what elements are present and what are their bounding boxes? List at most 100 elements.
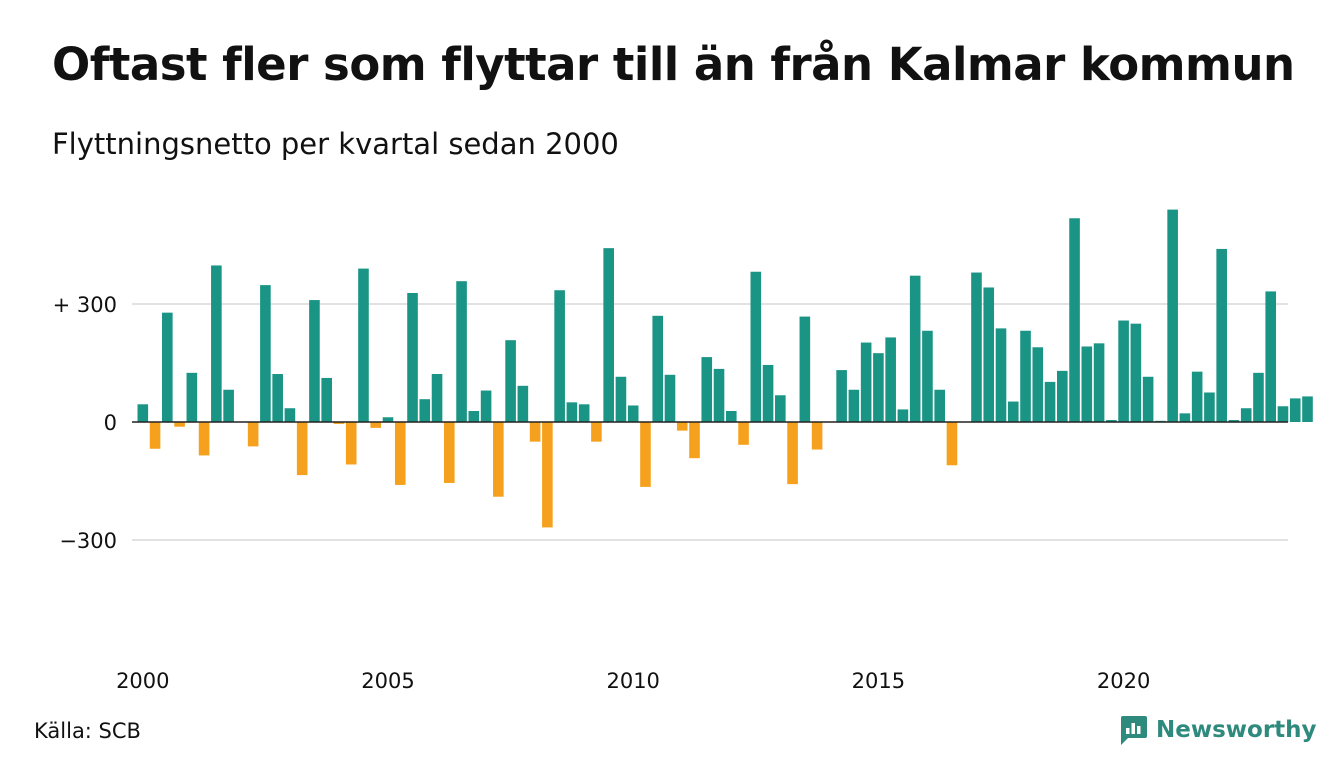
bar [860, 342, 872, 422]
bar [162, 312, 173, 422]
bar [946, 422, 958, 466]
bar [787, 422, 798, 485]
bar [1130, 323, 1142, 422]
x-tick-label: 2005 [361, 669, 414, 693]
bar [1302, 396, 1313, 422]
bar [358, 268, 369, 422]
y-tick-label: + 300 [53, 293, 117, 317]
bar [1277, 406, 1289, 422]
bar [554, 290, 565, 422]
bar [1253, 372, 1264, 422]
bar [1069, 218, 1080, 422]
y-tick-label: 0 [104, 411, 117, 435]
bar [186, 372, 198, 422]
brand-logo: Newsworthy [1118, 714, 1317, 746]
bar [247, 422, 259, 447]
bar [873, 353, 884, 422]
bar [272, 374, 283, 422]
bar [296, 422, 308, 476]
bar [1289, 398, 1301, 422]
bar [640, 422, 651, 487]
bar [137, 404, 149, 422]
bar [652, 315, 664, 422]
bar [615, 376, 627, 422]
bar [211, 265, 222, 422]
bar [174, 422, 185, 427]
source-note: Källa: SCB [34, 719, 141, 743]
bar [1167, 209, 1178, 422]
bar [333, 422, 345, 424]
bar [762, 364, 774, 422]
bar [505, 340, 516, 422]
bar-chart: + 300 0 −300 2000 2005 2010 2015 2020 [53, 209, 1313, 693]
bar [309, 300, 320, 422]
bar [897, 409, 909, 422]
chart-title: Oftast fler som flyttar till än från Kal… [52, 38, 1295, 91]
bar [676, 422, 688, 431]
bar [407, 292, 418, 422]
bar [1093, 343, 1105, 422]
bar [1191, 371, 1203, 422]
bar [480, 390, 492, 422]
bar [775, 395, 786, 422]
bar [321, 377, 332, 422]
newsworthy-logo-icon [1121, 716, 1147, 745]
bar [1020, 330, 1031, 422]
bar [1044, 381, 1056, 422]
bar [493, 422, 504, 497]
bar [1216, 248, 1227, 422]
bar [1032, 347, 1044, 422]
bar [394, 422, 406, 485]
bar [689, 422, 700, 459]
bar [1179, 413, 1191, 422]
x-tick-label: 2010 [606, 669, 659, 693]
bar [750, 271, 762, 422]
bar [1007, 401, 1019, 422]
bar [370, 422, 382, 428]
bar [738, 422, 749, 445]
bar [701, 357, 713, 422]
x-tick-label: 2000 [116, 669, 169, 693]
bar [713, 368, 725, 422]
bar [995, 328, 1007, 422]
brand-name: Newsworthy [1156, 717, 1317, 743]
chart-subtitle: Flyttningsnetto per kvartal sedan 2000 [52, 127, 619, 161]
bar [664, 374, 676, 422]
bar [223, 389, 234, 422]
bar [1081, 346, 1093, 422]
bar [922, 330, 933, 422]
x-tick-label: 2015 [852, 669, 905, 693]
bar [848, 389, 860, 422]
bar [1118, 320, 1129, 422]
bar [836, 370, 847, 422]
bar [971, 272, 982, 422]
bar [1265, 291, 1277, 422]
bar [468, 410, 480, 422]
bar [934, 389, 945, 422]
bar [1142, 376, 1154, 422]
bar [799, 316, 811, 422]
bar [591, 422, 602, 442]
bar [909, 275, 921, 422]
bar [198, 422, 210, 456]
bar [542, 422, 553, 528]
bar [566, 402, 578, 422]
bar [627, 405, 639, 422]
bar [149, 422, 161, 449]
bar [811, 422, 823, 450]
bar [517, 385, 529, 422]
bar [444, 422, 455, 483]
bar [725, 410, 737, 422]
bar [284, 408, 296, 422]
y-tick-label: −300 [59, 529, 117, 553]
bar [419, 399, 431, 422]
bar [578, 404, 590, 422]
bar [456, 281, 467, 422]
bar [529, 422, 541, 442]
bar [1106, 420, 1117, 422]
x-tick-label: 2020 [1097, 669, 1150, 693]
bar [1057, 370, 1068, 422]
bar [382, 417, 394, 422]
bar [983, 287, 995, 422]
bar [1204, 392, 1215, 422]
